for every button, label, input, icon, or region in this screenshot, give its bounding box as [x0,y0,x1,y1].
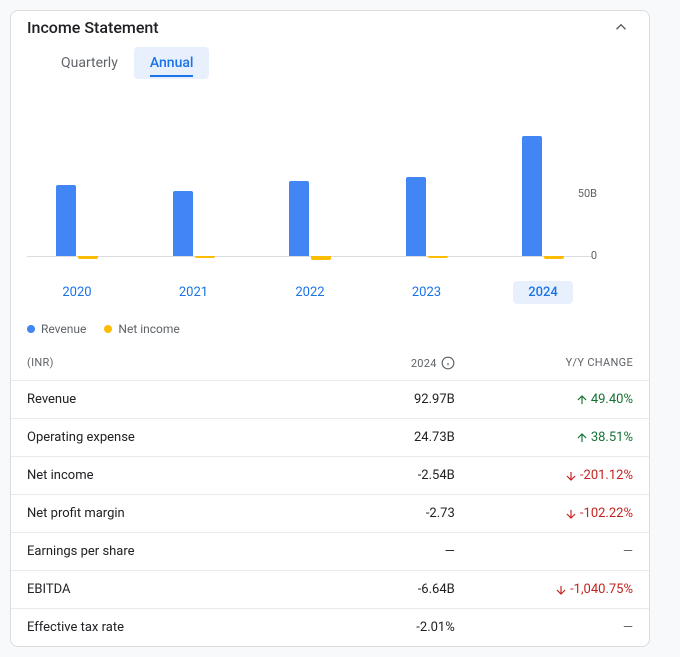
chart-area: 50B 0 2020 2021 2022 2023 2024 [11,83,649,308]
year-label[interactable]: 2020 [47,281,107,304]
collapse-button[interactable] [609,15,633,39]
y-axis-label-0: 0 [591,249,597,262]
arrow-down-icon [564,507,578,521]
arrow-down-icon [554,583,568,597]
bar-group[interactable] [513,136,573,256]
row-change: 49.40% [455,392,633,407]
table-row: Net profit margin-2.73-102.22% [11,494,649,532]
th-year-label: 2024 [411,357,437,370]
row-change: — [455,544,633,559]
period-tabs: Quarterly Annual [11,47,649,83]
table-row: EBITDA-6.64B-1,040.75% [11,570,649,608]
legend-dot-revenue [27,325,35,333]
bar-group[interactable] [280,181,340,256]
year-label[interactable]: 2022 [280,281,340,304]
table-row: Revenue92.97B49.40% [11,380,649,418]
panel-header: Income Statement [11,11,649,47]
row-label: Earnings per share [27,544,277,559]
bar-revenue [289,181,309,256]
row-change: -1,040.75% [455,582,633,597]
row-value: 24.73B [277,430,455,445]
row-value: -6.64B [277,582,455,597]
year-label[interactable]: 2023 [397,281,457,304]
row-value: -2.54B [277,468,455,483]
tab-annual[interactable]: Annual [134,47,210,79]
legend-dot-net-income [104,325,112,333]
row-label: Operating expense [27,430,277,445]
row-change: 38.51% [455,430,633,445]
chevron-up-icon [612,18,630,36]
table-row: Earnings per share—— [11,532,649,570]
bar-revenue [56,185,76,256]
year-label[interactable]: 2024 [513,281,573,304]
legend-revenue: Revenue [27,322,86,336]
row-label: Net income [27,468,277,483]
bar-group[interactable] [47,185,107,256]
table-row: Effective tax rate-2.01%— [11,608,649,646]
table-header: (INR) 2024 Y/Y CHANGE [11,346,649,380]
tab-quarterly[interactable]: Quarterly [45,47,134,79]
year-label[interactable]: 2021 [164,281,224,304]
panel-title: Income Statement [27,18,159,37]
th-currency: (INR) [27,356,277,370]
row-change: -102.22% [455,506,633,521]
th-year: 2024 [277,356,455,370]
arrow-down-icon [564,469,578,483]
row-value: -2.73 [277,506,455,521]
y-axis-label-50b: 50B [578,187,597,200]
bar-revenue [173,191,193,256]
row-value: 92.97B [277,392,455,407]
row-label: EBITDA [27,582,277,597]
row-value: — [277,544,455,559]
row-value: -2.01% [277,620,455,635]
table-row: Net income-2.54B-201.12% [11,456,649,494]
th-change: Y/Y CHANGE [455,356,633,370]
table-body: Revenue92.97B49.40%Operating expense24.7… [11,380,649,646]
bar-revenue [522,136,542,256]
row-change: -201.12% [455,468,633,483]
row-change: — [455,620,633,635]
chart-legend: Revenue Net income [11,308,649,346]
row-label: Effective tax rate [27,620,277,635]
bar-revenue [406,177,426,256]
income-statement-panel: Income Statement Quarterly Annual 50B 0 … [10,10,650,647]
row-label: Revenue [27,392,277,407]
arrow-up-icon [575,393,589,407]
row-label: Net profit margin [27,506,277,521]
legend-label-revenue: Revenue [41,322,86,336]
table-row: Operating expense24.73B38.51% [11,418,649,456]
bar-group[interactable] [397,177,457,256]
info-icon[interactable] [441,356,455,370]
legend-net-income: Net income [104,322,179,336]
bar-chart: 50B 0 [27,107,593,257]
x-axis-labels: 2020 2021 2022 2023 2024 [27,281,593,304]
legend-label-net-income: Net income [118,322,179,336]
bar-group[interactable] [164,191,224,256]
arrow-up-icon [575,431,589,445]
